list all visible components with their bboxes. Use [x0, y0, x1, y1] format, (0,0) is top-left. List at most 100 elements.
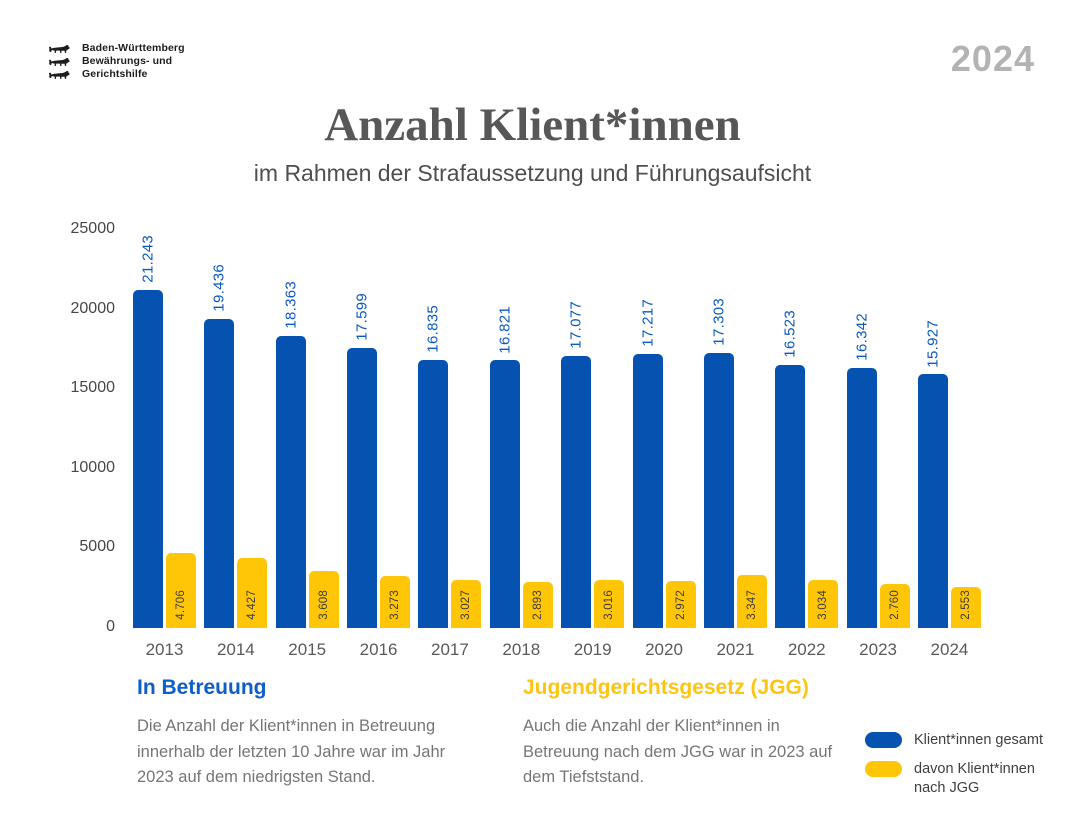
- bar-jgg-2022: 3.034: [808, 579, 839, 628]
- logo-text: Baden-Württemberg Bewährungs- und Gerich…: [82, 42, 185, 81]
- note-heading-jgg: Jugendgerichtsgesetz (JGG): [523, 676, 809, 699]
- bar-group-2020: 17.217 2.972 2020: [632, 299, 696, 659]
- bar-group-2017: 16.835 3.027 2017: [418, 305, 482, 659]
- bar-group-2015: 18.363 3.608 2015: [275, 281, 339, 659]
- y-tick-10000: 10000: [70, 458, 116, 476]
- bar-jgg-2023: 2.760: [879, 584, 910, 628]
- bar-group-2014: 19.436 4.427 2014: [204, 264, 268, 659]
- bar-value-total-2017: 16.835: [424, 305, 442, 353]
- bar-group-2021: 17.303 3.347 2021: [703, 298, 767, 659]
- bar-value-jgg-2018: 2.893: [531, 590, 544, 620]
- bar-value-total-2015: 18.363: [282, 281, 300, 329]
- bar-value-total-2016: 17.599: [353, 293, 371, 341]
- note-heading-in-betreuung: In Betreuung: [137, 676, 267, 699]
- bar-group-2019: 17.077 3.016 2019: [561, 301, 625, 659]
- bar-jgg-2016: 3.273: [380, 575, 411, 628]
- bar-value-total-2014: 19.436: [210, 263, 228, 312]
- legend-label-0: Klient*innen gesamt: [914, 732, 1043, 748]
- x-tick-2022: 2022: [787, 640, 826, 659]
- x-tick-2015: 2015: [288, 640, 327, 659]
- legend-swatch-0: [865, 732, 902, 748]
- bar-value-total-2019: 17.077: [567, 301, 585, 350]
- note-body-in-betreuung: Die Anzahl der Klient*innen in Betreuung…: [137, 717, 446, 787]
- x-tick-2014: 2014: [216, 640, 255, 659]
- x-tick-2023: 2023: [859, 640, 897, 659]
- bar-value-jgg-2016: 3.273: [389, 590, 402, 620]
- x-tick-2020: 2020: [645, 640, 683, 659]
- bar-value-jgg-2020: 2.972: [674, 590, 687, 620]
- y-tick-20000: 20000: [70, 299, 116, 317]
- legend: Klient*innen gesamt davon Klient*innen na…: [865, 731, 1059, 799]
- bar-group-2013: 21.243 4.706 2013: [133, 235, 196, 659]
- bar-value-total-2021: 17.303: [710, 297, 728, 346]
- bar-value-total-2020: 17.217: [639, 299, 657, 347]
- bar-total-2018: 16.821: [489, 306, 520, 628]
- bar-jgg-2017: 3.027: [451, 579, 482, 628]
- bw-lion-icon: [49, 57, 70, 66]
- plot-area: 21.243 4.706 2013 19.436 4.427 2014 18.363 3.60…: [133, 230, 981, 659]
- legend-item-1: davon Klient*innen nach JGG: [865, 760, 1059, 799]
- y-tick-15000: 15000: [70, 379, 116, 397]
- page-subtitle: im Rahmen der Strafaussetzung und Führun…: [253, 160, 812, 186]
- bar-jgg-2020: 2.972: [665, 580, 696, 628]
- note-jgg: Jugendgerichtsgesetz (JGG) Auch die Anza…: [523, 676, 853, 791]
- logo-text-line1: Baden-Württemberg: [82, 42, 185, 54]
- bar-jgg-2019: 3.016: [594, 580, 625, 628]
- bar-jgg-2024: 2.553: [950, 587, 981, 628]
- bar-jgg-2013: 4.706: [166, 553, 196, 628]
- bar-value-jgg-2022: 3.034: [817, 590, 830, 620]
- logo-text-line3: Gerichtshilfe: [82, 68, 148, 80]
- bar-value-jgg-2021: 3.347: [745, 590, 758, 620]
- page-title: Anzahl Klient*innen: [324, 99, 741, 151]
- bar-value-total-2013: 21.243: [139, 235, 157, 283]
- x-tick-2013: 2013: [145, 640, 184, 659]
- bar-group-2016: 17.599 3.273 2016: [347, 293, 411, 659]
- bar-group-2022: 16.523 3.034 2022: [775, 310, 839, 659]
- bar-value-total-2018: 16.821: [496, 305, 514, 354]
- bar-group-2024: 15.927 2.553 2024: [917, 320, 981, 659]
- bw-lion-icon: [49, 70, 70, 79]
- x-tick-2018: 2018: [502, 640, 541, 659]
- bar-group-2018: 16.821 2.893 2018: [489, 306, 553, 659]
- x-tick-2019: 2019: [573, 640, 612, 659]
- y-tick-0: 0: [106, 618, 115, 635]
- bar-value-jgg-2013: 4.706: [175, 590, 187, 620]
- x-tick-2016: 2016: [359, 640, 398, 659]
- x-tick-2021: 2021: [716, 640, 755, 659]
- bar-total-2023: 16.342: [846, 313, 877, 628]
- bar-value-jgg-2015: 3.608: [317, 590, 330, 620]
- legend-item-0: Klient*innen gesamt: [865, 731, 1059, 751]
- note-body-jgg: Auch die Anzahl der Klient*innen in Betr…: [523, 717, 833, 787]
- y-tick-25000: 25000: [70, 220, 116, 237]
- y-axis: 0 5000 10000 15000 20000 25000: [55, 220, 116, 635]
- logo-text-line2: Bewährungs- und: [82, 55, 173, 67]
- bar-total-2014: 19.436: [204, 264, 235, 628]
- bar-total-2022: 16.523: [775, 310, 806, 628]
- legend-label-1: davon Klient*innen nach JGG: [914, 760, 1035, 797]
- bar-total-2024: 15.927: [917, 320, 948, 628]
- year-badge: 2024: [950, 38, 1035, 79]
- bar-total-2021: 17.303: [703, 298, 734, 628]
- bar-value-total-2023: 16.342: [853, 313, 871, 361]
- bar-value-total-2022: 16.523: [781, 310, 799, 358]
- bar-value-total-2024: 15.927: [924, 319, 942, 368]
- bar-value-jgg-2024: 2.553: [959, 590, 972, 620]
- bw-lions-icon: [48, 42, 74, 81]
- bar-jgg-2018: 2.893: [522, 581, 553, 628]
- bar-jgg-2015: 3.608: [308, 570, 339, 628]
- x-tick-2017: 2017: [431, 640, 469, 659]
- bar-total-2020: 17.217: [632, 299, 663, 628]
- bar-total-2019: 17.077: [561, 301, 592, 628]
- bar-value-jgg-2014: 4.427: [246, 590, 259, 620]
- bar-group-2023: 16.342 2.760 2023: [846, 313, 910, 659]
- bw-lion-icon: [49, 44, 70, 53]
- legend-swatch-1: [865, 760, 902, 777]
- bar-jgg-2014: 4.427: [237, 557, 268, 628]
- bar-value-jgg-2019: 3.016: [603, 590, 616, 620]
- bar-jgg-2021: 3.347: [736, 574, 767, 628]
- x-tick-2024: 2024: [930, 640, 969, 659]
- note-in-betreuung: In Betreuung Die Anzahl der Klient*innen…: [137, 676, 482, 791]
- bar-total-2016: 17.599: [347, 293, 378, 628]
- bar-total-2015: 18.363: [275, 281, 306, 628]
- bar-value-jgg-2023: 2.760: [888, 590, 901, 620]
